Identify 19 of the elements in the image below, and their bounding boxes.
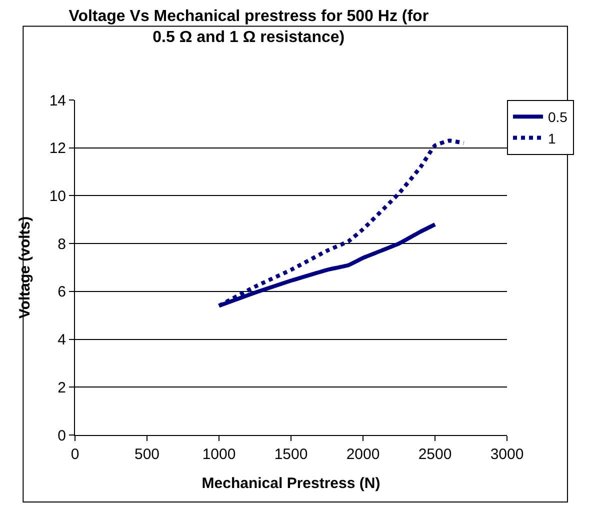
x-tick-label: 2000 (346, 446, 380, 463)
y-tick-label: 14 (49, 92, 66, 110)
y-tick-label: 12 (49, 140, 66, 158)
y-tick-label: 6 (58, 284, 66, 301)
x-tick-label: 3000 (490, 446, 524, 463)
y-tick-label: 8 (58, 236, 66, 253)
x-tick-label: 1000 (202, 446, 236, 463)
chart-title: Voltage Vs Mechanical prestress for 500 Hz (for 0.5 Ω and 1 Ω resistance) (68, 8, 429, 46)
legend-label: 0.5 (548, 109, 568, 126)
y-tick-label: 10 (49, 188, 66, 205)
x-axis-title: Mechanical Prestress (N) (202, 475, 380, 492)
x-tick-label: 500 (134, 446, 160, 463)
x-tick-label: 2500 (418, 446, 452, 463)
x-tick-label: 1500 (274, 446, 308, 463)
y-tick-label: 2 (58, 379, 66, 396)
y-tick-label: 0 (58, 427, 66, 444)
x-tick-label: 0 (70, 446, 80, 463)
legend-label: 1 (548, 130, 556, 146)
y-tick-label: 4 (58, 332, 66, 349)
